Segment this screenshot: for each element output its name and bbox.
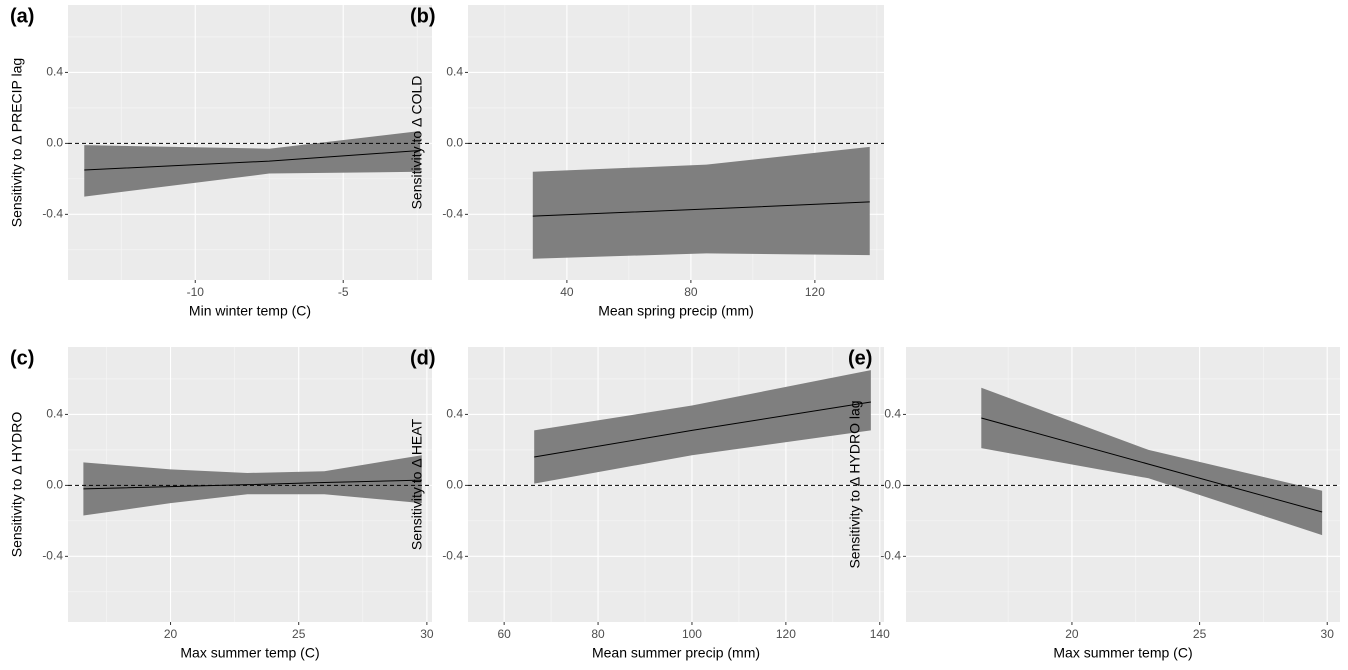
confidence-band (532, 146, 870, 259)
x-axis-title: Min winter temp (C) (189, 303, 311, 319)
y-tick-label: -0.4 (442, 207, 463, 221)
x-tick-label: 140 (870, 627, 890, 641)
x-tick-label: 80 (684, 285, 698, 299)
y-tick-label: 0.0 (884, 478, 901, 492)
x-tick-label: 25 (1193, 627, 1207, 641)
panel-label: (d) (410, 347, 436, 369)
y-tick-label: 0.4 (46, 407, 63, 421)
y-tick-label: 0.4 (884, 407, 901, 421)
x-tick-label: 120 (805, 285, 825, 299)
y-tick-label: 0.0 (46, 136, 63, 150)
x-tick-label: -10 (187, 285, 205, 299)
panel-label: (c) (10, 347, 34, 369)
x-tick-label: 40 (560, 285, 574, 299)
y-tick-label: -0.4 (42, 207, 63, 221)
x-axis-title: Mean summer precip (mm) (592, 645, 760, 661)
fit-line (534, 401, 871, 458)
panel-label: (e) (848, 347, 872, 369)
y-axis-title: Sensitivity to Δ HEAT (409, 418, 425, 550)
x-tick-label: 30 (420, 627, 434, 641)
x-tick-label: 120 (776, 627, 796, 641)
fit-line (981, 417, 1323, 513)
y-axis-title: Sensitivity to Δ HYDRO lag (847, 400, 863, 568)
x-tick-label: 60 (497, 627, 511, 641)
y-axis-title: Sensitivity to Δ COLD (409, 76, 425, 210)
x-axis-title: Max summer temp (C) (180, 645, 319, 661)
x-axis-title: Mean spring precip (mm) (598, 303, 754, 319)
y-tick-label: 0.0 (446, 478, 463, 492)
fit-line (84, 149, 421, 171)
fit-line (83, 479, 422, 490)
x-axis-title: Max summer temp (C) (1053, 645, 1192, 661)
x-tick-label: 80 (591, 627, 605, 641)
y-tick-label: -0.4 (880, 549, 901, 563)
y-tick-label: 0.4 (446, 407, 463, 421)
x-tick-label: -5 (338, 285, 349, 299)
x-tick-label: 100 (682, 627, 702, 641)
y-tick-label: 0.4 (46, 65, 63, 79)
y-tick-label: 0.0 (46, 478, 63, 492)
x-tick-label: 30 (1321, 627, 1335, 641)
y-tick-label: 0.4 (446, 65, 463, 79)
x-tick-label: 25 (292, 627, 306, 641)
y-tick-label: -0.4 (442, 549, 463, 563)
y-axis-title: Sensitivity to Δ HYDRO (9, 412, 25, 558)
y-axis-title: Sensitivity to Δ PRECIP lag (9, 58, 25, 227)
x-tick-label: 20 (1065, 627, 1079, 641)
confidence-band (84, 130, 421, 197)
panel-label: (b) (410, 5, 436, 27)
y-tick-label: 0.0 (446, 136, 463, 150)
confidence-band (534, 370, 871, 484)
confidence-band (981, 387, 1323, 536)
panel-label: (a) (10, 5, 34, 27)
y-tick-label: -0.4 (42, 549, 63, 563)
fit-line (532, 201, 870, 217)
x-tick-label: 20 (164, 627, 178, 641)
